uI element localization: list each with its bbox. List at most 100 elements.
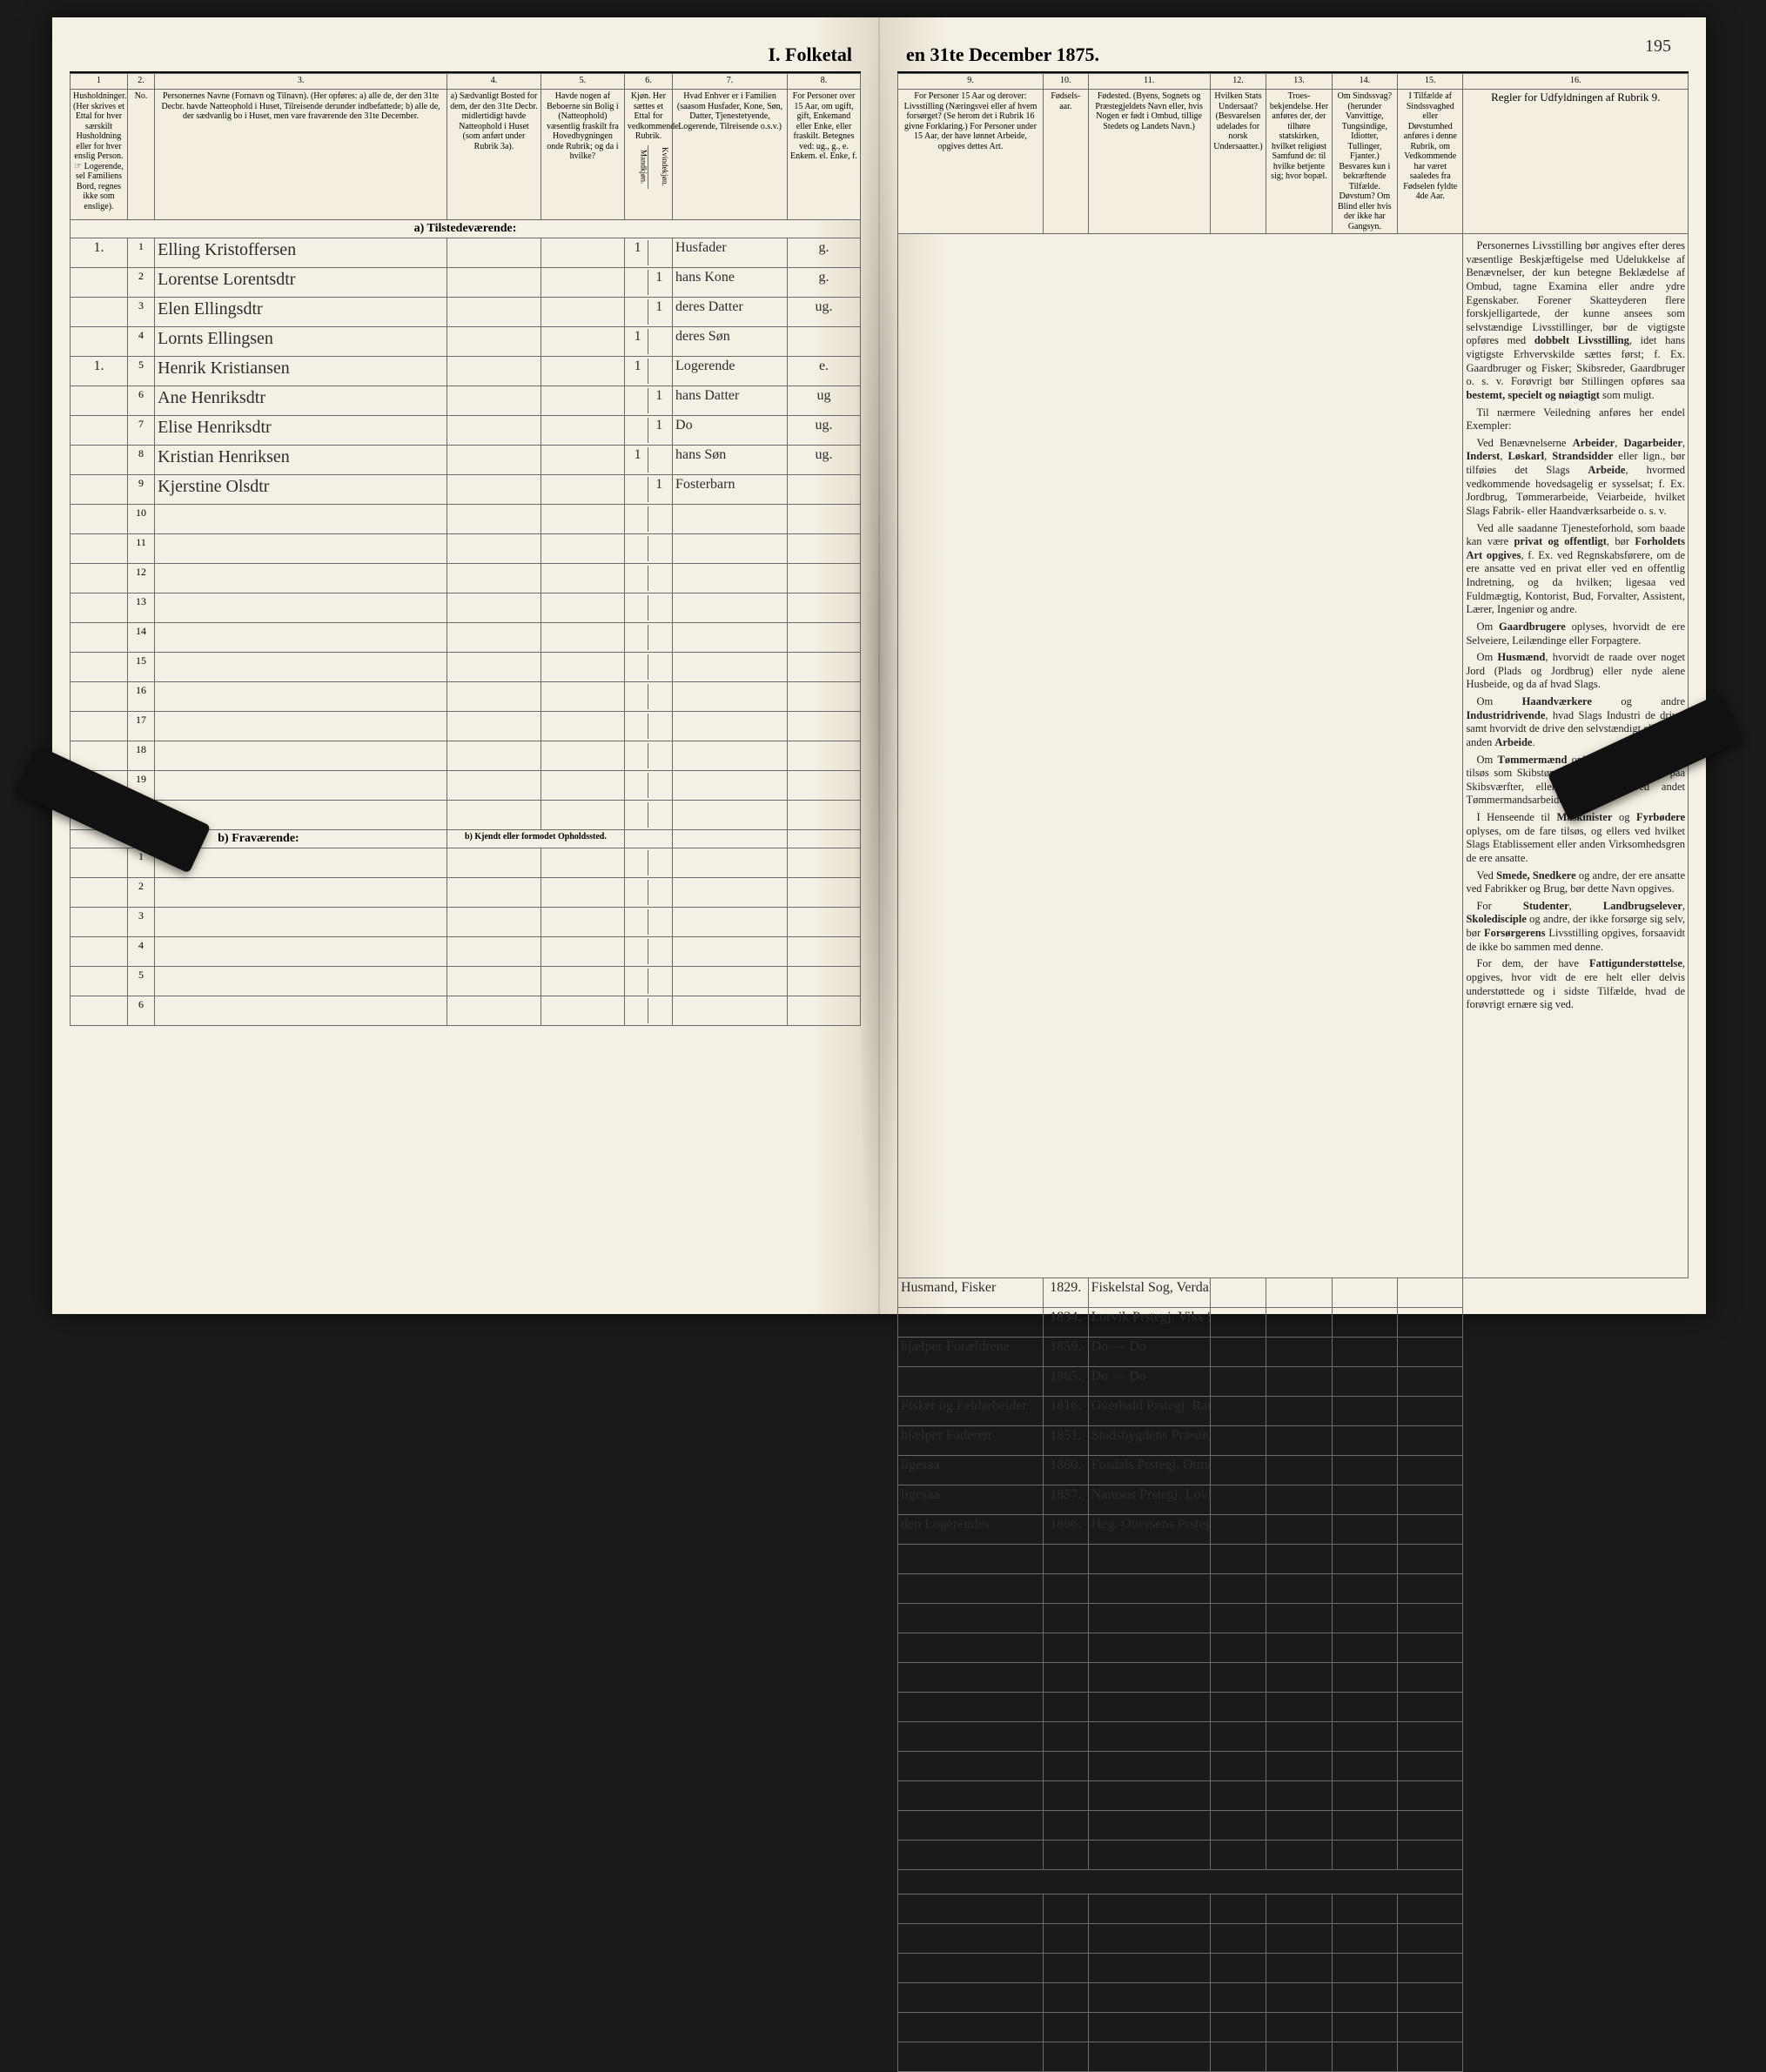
table-row: 4Lornts Ellingsen1deres Søn [71, 327, 861, 357]
census-ledger-book: I. Folketal 1 2. 3. 4. 5. 6. 7. 8. Husho… [52, 17, 1706, 1314]
col-14: 14. [1332, 74, 1397, 90]
col-6: 6. [624, 74, 672, 90]
table-row [898, 1752, 1689, 1781]
table-row: 1834.Lorvik Prstegj. Viks Sogn [898, 1308, 1689, 1338]
rules-paragraph: Ved Benævnelserne Arbeider, Dagarbeider,… [1466, 437, 1685, 519]
page-number: 195 [1645, 37, 1671, 57]
rules-paragraph: Ved Smede, Snedkere og andre, der ere an… [1466, 869, 1685, 896]
col-9: 9. [898, 74, 1044, 90]
col-8: 8. [787, 74, 860, 90]
table-row [898, 1693, 1689, 1722]
section-b-note: b) Kjendt eller formodet Opholdssted. [447, 830, 624, 848]
table-row: 5 [71, 967, 861, 996]
table-row: 1.5Henrik Kristiansen1Logerendee. [71, 357, 861, 386]
table-row [898, 1663, 1689, 1693]
hdr-16-title: Regler for Udfyldningen af Rubrik 9. [1463, 90, 1689, 234]
right-page: 195 en 31te December 1875. 9. 10. 11. 12… [880, 17, 1706, 1314]
col-13: 13. [1266, 74, 1332, 90]
table-row: hjælper Forældrene1859.Do — Do [898, 1338, 1689, 1367]
table-row [898, 1841, 1689, 1870]
table-row: 6 [71, 996, 861, 1026]
table-row [898, 1633, 1689, 1663]
table-row: ligesaa1860.Fosdals Prstegj. Otmes Sogn [898, 1456, 1689, 1485]
table-row: 12 [71, 564, 861, 593]
col-1: 1 [71, 74, 128, 90]
page-title-right: en 31te December 1875. [897, 44, 1689, 73]
table-row [898, 1722, 1689, 1752]
rules-paragraph: For Studenter, Landbrugselever, Skoledis… [1466, 900, 1685, 955]
table-row: 1865.Do — Do [898, 1367, 1689, 1397]
table-row: hjælper Faderen1851.Stadsbygdens Præste:… [898, 1426, 1689, 1456]
ledger-table-right: 9. 10. 11. 12. 13. 14. 15. 16. For Perso… [897, 73, 1689, 2072]
table-row: 8Kristian Henriksen1hans Sønug. [71, 446, 861, 475]
hdr-8: For Personer over 15 Aar, om ugift, gift… [787, 90, 860, 220]
table-row [898, 2042, 1689, 2072]
col-2: 2. [127, 74, 154, 90]
col-7: 7. [673, 74, 788, 90]
hdr-13: Troes-bekjendelse. Her anføres der, der … [1266, 90, 1332, 234]
table-row: 2 [71, 878, 861, 908]
table-row [898, 1545, 1689, 1574]
rules-paragraph: I Henseende til Maskinister og Fyrbødere… [1466, 811, 1685, 866]
table-row: 7Elise Henriksdtr1Doug. [71, 416, 861, 446]
table-row: 1.1Elling Kristoffersen1Husfaderg. [71, 238, 861, 268]
col-11: 11. [1088, 74, 1210, 90]
table-row: 9Kjerstine Olsdtr1Fosterbarn [71, 475, 861, 505]
table-row [898, 1811, 1689, 1841]
rules-paragraph: Ved alle saadanne Tjenesteforhold, som b… [1466, 522, 1685, 617]
col-15: 15. [1398, 74, 1463, 90]
table-row: 13 [71, 593, 861, 623]
hdr-6b: Kvindekjøn. [648, 145, 669, 189]
hdr-10: Fødsels-aar. [1043, 90, 1088, 234]
table-row [898, 1604, 1689, 1633]
rules-paragraph: Personernes Livsstilling bør angives eft… [1466, 239, 1685, 403]
table-row: ligesaa1857.Namsos Prstegj. Lovig Sogn [898, 1485, 1689, 1515]
hdr-15: I Tilfælde af Sindssvaghed eller Døvstum… [1398, 90, 1463, 234]
table-row: den Logerendes1866.Heg. Ottersens Prsteg… [898, 1515, 1689, 1545]
table-row: 11 [71, 534, 861, 564]
col-16: 16. [1463, 74, 1689, 90]
hdr-9: For Personer 15 Aar og derover: Livsstil… [898, 90, 1044, 234]
hdr-3: Personernes Navne (Fornavn og Tilnavn). … [155, 90, 447, 220]
rules-paragraph: For dem, der have Fattigunderstøttelse, … [1466, 957, 1685, 1012]
col-4: 4. [447, 74, 541, 90]
rules-paragraph: Til nærmere Veiledning anføres her endel… [1466, 406, 1685, 433]
table-row: 2Lorentse Lorentsdtr1hans Koneg. [71, 268, 861, 298]
hdr-6a: Mandkjøn. [628, 145, 649, 189]
hdr-6: Kjøn. Her sættes et Ettal for vedkommend… [624, 90, 672, 220]
table-row: 6Ane Henriksdtr1hans Datterug [71, 386, 861, 416]
table-row: 18 [71, 741, 861, 771]
page-title-left: I. Folketal [70, 44, 861, 73]
table-row [898, 2013, 1689, 2042]
table-row: Husmand, Fisker1829.Fiskelstal Sog, Verd… [898, 1278, 1689, 1308]
rules-paragraph: Om Husmænd, hvorvidt de raade over noget… [1466, 651, 1685, 692]
table-row: 10 [71, 505, 861, 534]
hdr-2: No. [127, 90, 154, 220]
hdr-14: Om Sindssvag? (herunder Vanvittige, Tung… [1332, 90, 1397, 234]
hdr-12: Hvilken Stats Undersaat? (Besvarelsen ud… [1210, 90, 1266, 234]
left-page: I. Folketal 1 2. 3. 4. 5. 6. 7. 8. Husho… [52, 17, 880, 1314]
table-row: Fisker og Feldarbeider1816.Overhald Prst… [898, 1397, 1689, 1426]
table-row: 14 [71, 623, 861, 653]
table-row: 15 [71, 653, 861, 682]
col-12: 12. [1210, 74, 1266, 90]
ledger-table-left: 1 2. 3. 4. 5. 6. 7. 8. Husholdninger. (H… [70, 73, 861, 1026]
table-row [898, 1983, 1689, 2013]
col-5: 5. [541, 74, 624, 90]
table-row [898, 1894, 1689, 1924]
col-3: 3. [155, 74, 447, 90]
hdr-5: Havde nogen af Beboerne sin Bolig i (Nat… [541, 90, 624, 220]
rules-paragraph: Om Gaardbrugere oplyses, hvorvidt de ere… [1466, 620, 1685, 647]
table-row: 3 [71, 908, 861, 937]
table-row: 16 [71, 682, 861, 712]
hdr-1: Husholdninger. (Her skrives et Ettal for… [71, 90, 128, 220]
table-row [898, 1954, 1689, 1983]
hdr-11: Fødested. (Byens, Sognets og Præstegjeld… [1088, 90, 1210, 234]
hdr-6-title: Kjøn. Her sættes et Ettal for vedkommend… [628, 91, 669, 142]
hdr-4: a) Sædvanligt Bosted for dem, der den 31… [447, 90, 541, 220]
hdr-7: Hvad Enhver er i Familien (saasom Husfad… [673, 90, 788, 220]
table-row [898, 1781, 1689, 1811]
table-row: 19 [71, 771, 861, 801]
table-row [898, 1574, 1689, 1604]
table-row [898, 1924, 1689, 1954]
